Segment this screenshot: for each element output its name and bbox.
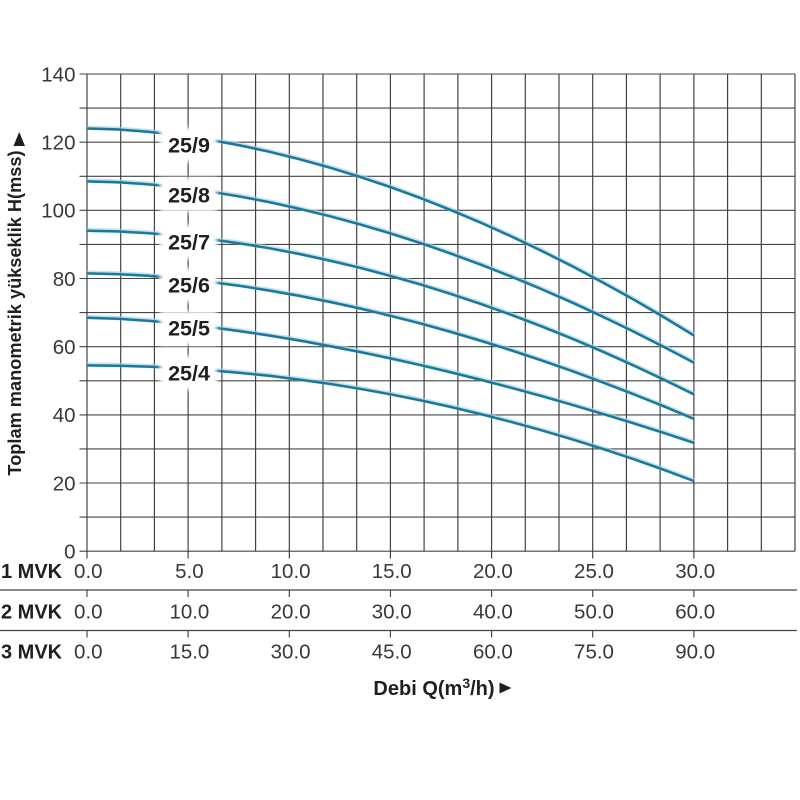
svg-text:90.0: 90.0 bbox=[675, 641, 715, 664]
svg-text:40.0: 40.0 bbox=[473, 600, 513, 623]
svg-text:3 MVK: 3 MVK bbox=[1, 642, 63, 664]
svg-text:60.0: 60.0 bbox=[675, 600, 715, 623]
svg-text:Debi Q(m3/h): Debi Q(m3/h) bbox=[373, 675, 494, 700]
svg-text:30.0: 30.0 bbox=[675, 560, 715, 583]
svg-text:50.0: 50.0 bbox=[574, 600, 614, 623]
svg-text:10.0: 10.0 bbox=[271, 560, 311, 583]
svg-text:100: 100 bbox=[41, 200, 75, 223]
svg-text:0.0: 0.0 bbox=[74, 600, 103, 623]
svg-text:75.0: 75.0 bbox=[574, 641, 614, 664]
svg-text:0: 0 bbox=[64, 541, 75, 564]
svg-text:30.0: 30.0 bbox=[372, 600, 412, 623]
svg-text:30.0: 30.0 bbox=[271, 641, 311, 664]
svg-text:10.0: 10.0 bbox=[169, 600, 209, 623]
svg-text:20.0: 20.0 bbox=[271, 600, 311, 623]
svg-text:Toplam manometrik yükseklik H(: Toplam manometrik yükseklik H(mss) bbox=[5, 150, 25, 475]
svg-text:15.0: 15.0 bbox=[169, 641, 209, 664]
svg-text:25/6: 25/6 bbox=[168, 274, 210, 298]
svg-text:40: 40 bbox=[53, 404, 76, 427]
svg-text:140: 140 bbox=[41, 63, 75, 86]
svg-text:25/4: 25/4 bbox=[168, 361, 210, 385]
svg-text:25/8: 25/8 bbox=[168, 183, 210, 207]
svg-text:1 MVK: 1 MVK bbox=[1, 561, 63, 583]
svg-text:25/7: 25/7 bbox=[168, 231, 210, 255]
svg-text:60.0: 60.0 bbox=[473, 641, 513, 664]
svg-text:25/5: 25/5 bbox=[168, 317, 210, 341]
svg-text:45.0: 45.0 bbox=[372, 641, 412, 664]
svg-text:25/9: 25/9 bbox=[168, 133, 210, 157]
svg-text:0.0: 0.0 bbox=[74, 641, 103, 664]
svg-text:120: 120 bbox=[41, 132, 75, 155]
svg-text:0.0: 0.0 bbox=[74, 560, 103, 583]
svg-text:20: 20 bbox=[53, 472, 76, 495]
svg-text:15.0: 15.0 bbox=[372, 560, 412, 583]
svg-text:20.0: 20.0 bbox=[473, 560, 513, 583]
svg-text:2 MVK: 2 MVK bbox=[1, 601, 63, 623]
svg-text:80: 80 bbox=[53, 268, 76, 291]
svg-text:5.0: 5.0 bbox=[175, 560, 204, 583]
svg-text:25.0: 25.0 bbox=[574, 560, 614, 583]
svg-text:60: 60 bbox=[53, 336, 76, 359]
